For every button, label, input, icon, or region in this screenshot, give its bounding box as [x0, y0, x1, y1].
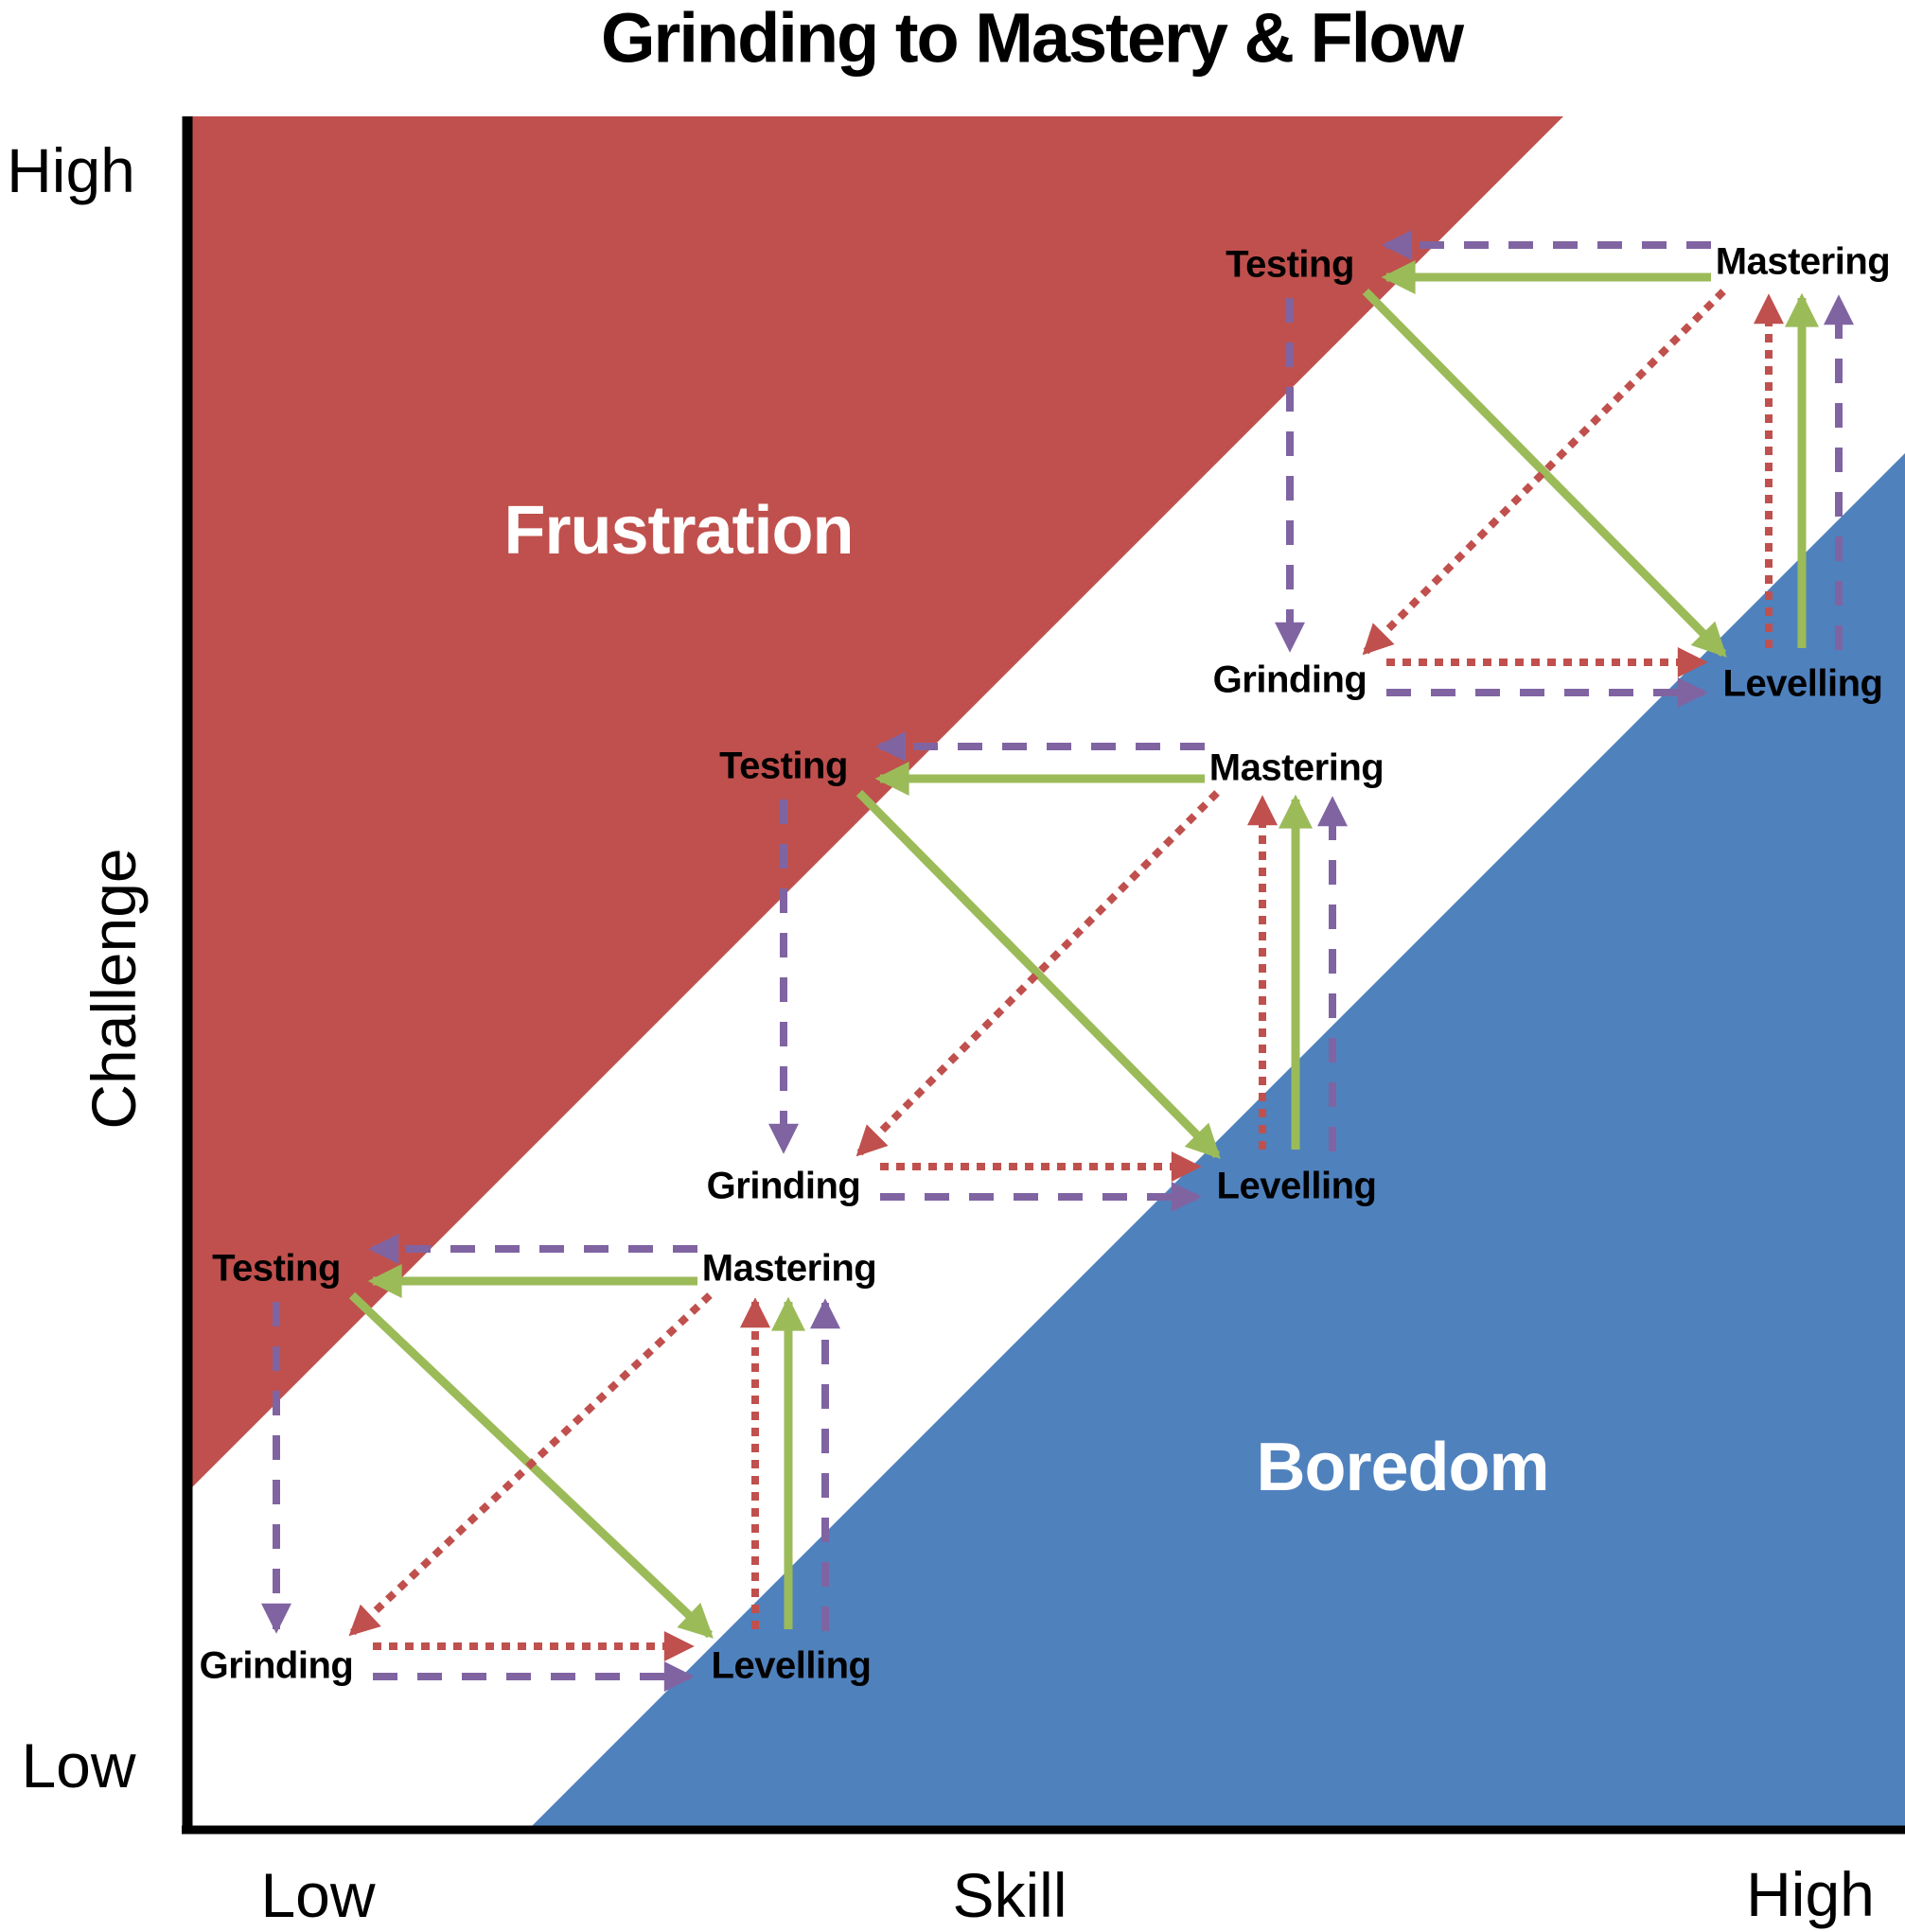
frustration-region — [192, 116, 1563, 1487]
arrows-layer — [261, 230, 1854, 1692]
arrow-top-testing-to-levelling-green — [1362, 288, 1727, 658]
arrow-top-mastering-to-grinding-red — [1362, 289, 1726, 656]
arrow-middle-testing-to-levelling-green — [855, 789, 1221, 1159]
arrow-middle-mastering-to-grinding-red — [855, 790, 1220, 1157]
arrow-bottom-mastering-to-grinding-red — [348, 1292, 713, 1637]
